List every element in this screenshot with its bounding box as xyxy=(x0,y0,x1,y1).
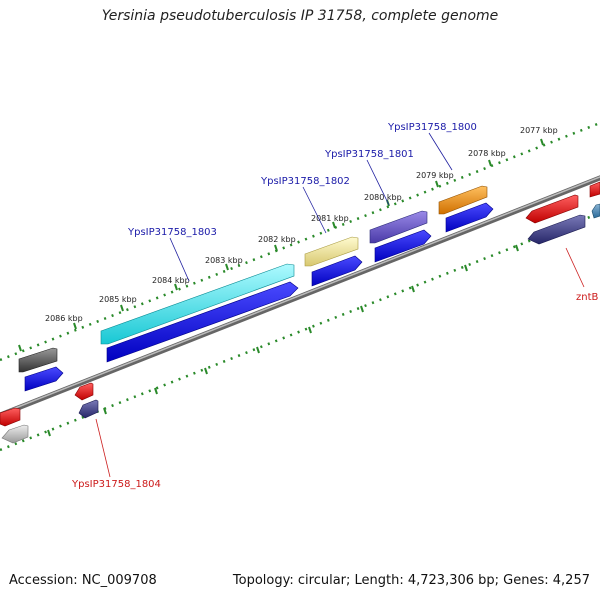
tick-mark xyxy=(515,244,519,252)
tick-label: 2079 kbp xyxy=(416,171,454,180)
feature-row-lower xyxy=(0,194,600,444)
gene-ypsip31758-1803[interactable] xyxy=(100,263,295,345)
tick-label: 2085 kbp xyxy=(99,295,137,304)
gene-label: YpsIP31758_1800 xyxy=(387,122,477,133)
tick-mark xyxy=(225,263,229,271)
tick-labels: 2077 kbp 2078 kbp 2079 kbp 2080 kbp 2081… xyxy=(45,126,558,323)
tick-mark xyxy=(18,344,22,352)
cds-arrow[interactable] xyxy=(24,366,64,392)
cds-arrow[interactable] xyxy=(311,255,363,287)
tick-label: 2086 kbp xyxy=(45,314,83,323)
gene-ypsip31758-1800[interactable] xyxy=(438,185,488,215)
gene-red[interactable] xyxy=(525,194,579,224)
tick-label: 2082 kbp xyxy=(258,235,296,244)
ruler-upper xyxy=(0,121,600,362)
tick-label: 2077 kbp xyxy=(520,126,558,135)
genome-backbone xyxy=(0,175,600,418)
gene-label: YpsIP31758_1801 xyxy=(324,149,414,160)
tick-mark xyxy=(308,326,312,334)
gene-ypsip31758-1801[interactable] xyxy=(369,210,428,244)
cds-arrow[interactable] xyxy=(106,281,299,363)
gene-red[interactable] xyxy=(74,382,94,401)
gene-ypsip31758-1802[interactable] xyxy=(304,236,359,267)
gene-lightgray[interactable] xyxy=(1,424,29,444)
gene-label: zntB xyxy=(576,292,599,303)
tick-mark xyxy=(488,159,492,167)
tick-mark xyxy=(256,346,260,354)
tick-mark xyxy=(103,407,107,415)
gene-red[interactable] xyxy=(589,181,600,198)
cds-row-forward xyxy=(24,202,494,392)
tick-mark xyxy=(274,244,278,252)
ruler-lower xyxy=(0,211,600,452)
gene-steelblue[interactable] xyxy=(591,203,600,219)
cds-arrow[interactable] xyxy=(374,229,432,263)
tick-mark xyxy=(154,387,158,395)
gene-darkslate[interactable] xyxy=(78,399,99,419)
tick-mark xyxy=(464,264,468,272)
topology-text: Topology: circular; Length: 4,723,306 bp… xyxy=(232,573,590,588)
tick-mark xyxy=(120,304,124,312)
tick-mark xyxy=(332,221,336,229)
label-leaders xyxy=(95,132,585,478)
accession-text: Accession: NC_009708 xyxy=(9,573,157,588)
tick-mark xyxy=(47,429,51,437)
page-title: Yersinia pseudotuberculosis IP 31758, co… xyxy=(101,8,499,24)
gene-darkslate[interactable] xyxy=(527,214,586,245)
feature-row-upper xyxy=(18,181,600,373)
tick-label: 2084 kbp xyxy=(152,276,190,285)
gene-red[interactable] xyxy=(0,407,21,427)
tick-label: 2078 kbp xyxy=(468,149,506,158)
tick-mark xyxy=(435,180,439,188)
gene-labels: YpsIP31758_1800 YpsIP31758_1801 YpsIP317… xyxy=(71,122,599,490)
tick-label: 2081 kbp xyxy=(311,214,349,223)
gene-gray[interactable] xyxy=(18,347,58,373)
tick-mark xyxy=(540,138,544,146)
tick-mark xyxy=(411,285,415,293)
tick-mark xyxy=(174,283,178,291)
tick-label: 2083 kbp xyxy=(205,256,243,265)
gene-label: YpsIP31758_1802 xyxy=(260,176,350,187)
cds-arrow[interactable] xyxy=(445,202,494,233)
tick-mark xyxy=(360,305,364,313)
gene-label: YpsIP31758_1803 xyxy=(127,227,217,238)
gene-label: YpsIP31758_1804 xyxy=(71,479,161,490)
tick-mark xyxy=(204,367,208,375)
tick-mark xyxy=(73,322,77,330)
tick-label: 2080 kbp xyxy=(364,193,402,202)
